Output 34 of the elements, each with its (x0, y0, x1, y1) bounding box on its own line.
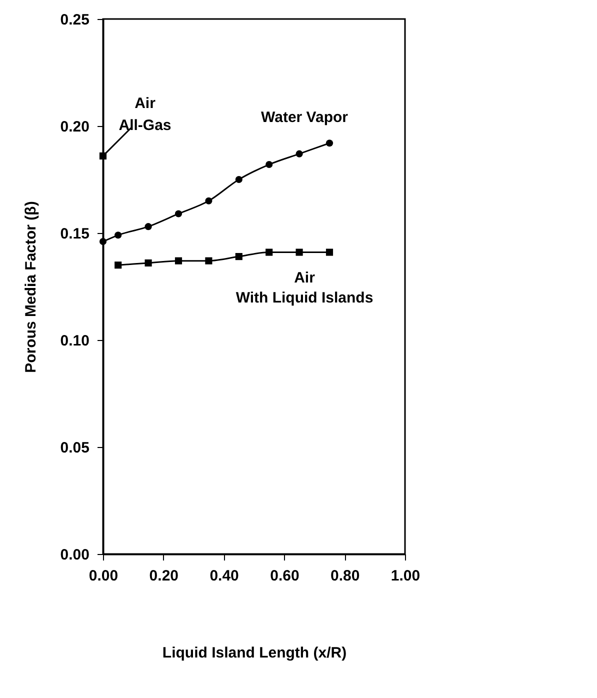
point (326, 140, 334, 147)
x-axis-title: Liquid Island Length (x/R) (162, 644, 347, 662)
y-tick-label: 0.00 (60, 546, 90, 564)
y-tick-label: 0.15 (60, 226, 90, 242)
point (235, 176, 242, 184)
series-label: Air With Liquid Islands (236, 269, 374, 306)
y-tick-label: 0.25 (60, 12, 90, 28)
point (296, 150, 303, 158)
point (114, 262, 122, 269)
point (144, 259, 152, 266)
x-tick-label: 0.60 (270, 568, 300, 584)
point (99, 238, 107, 246)
y-tick-label: 0.20 (60, 118, 90, 136)
point (205, 257, 212, 264)
point (114, 232, 122, 239)
y-axis-title: Porous Media Factor (β) (22, 201, 40, 373)
x-tick-label: 0.40 (210, 568, 239, 584)
point (205, 197, 212, 204)
point (174, 210, 182, 218)
point (266, 248, 273, 256)
x-tick-label: 1.00 (390, 568, 420, 584)
point (266, 160, 273, 168)
y-tick-label: 0.10 (60, 332, 90, 350)
point (174, 257, 182, 264)
point (326, 248, 334, 256)
x-tick-label: 0.80 (330, 568, 360, 584)
point (235, 253, 242, 260)
point (296, 248, 303, 256)
x-tick-label: 0.20 (149, 568, 178, 584)
y-tick-label: 0.05 (60, 440, 90, 456)
series-label: Water Vapor (261, 109, 348, 126)
x-tick-label: 0.00 (88, 568, 118, 584)
point (144, 223, 152, 230)
series-label: Air All-Gas (118, 94, 172, 134)
